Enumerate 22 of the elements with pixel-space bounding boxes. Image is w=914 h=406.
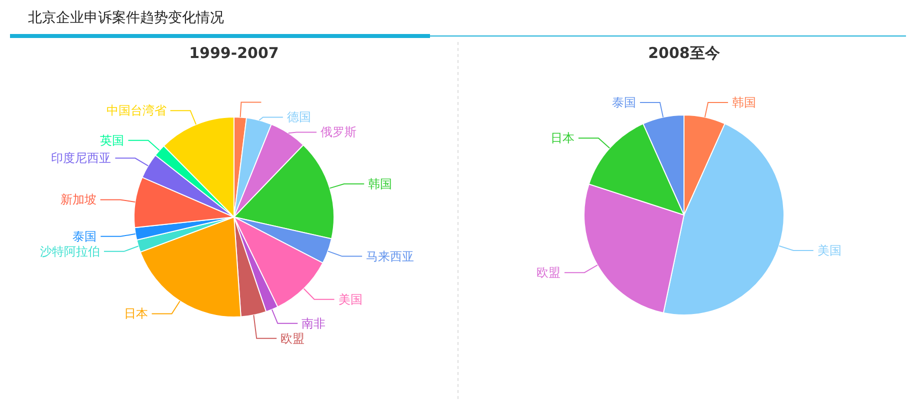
chart-title: 1999-2007 — [189, 44, 279, 62]
slice-label: 泰国 — [72, 229, 97, 244]
slice-label: 沙特阿拉伯 — [40, 244, 100, 258]
slice-label: 欧盟 — [536, 266, 560, 280]
slice-label: 印度尼西亚 — [51, 151, 112, 166]
slice-label: 中国台湾省 — [106, 104, 166, 118]
chart-title: 2008至今 — [648, 44, 721, 62]
slice-label: 美国 — [817, 244, 842, 258]
slice-label: 德国 — [286, 110, 311, 124]
slice-label: 新加坡 — [60, 192, 96, 207]
text: 北京企业申诉案件趋势变化情况 — [28, 9, 224, 26]
slice-label: 英国 — [100, 133, 124, 148]
slice-label: 日本 — [550, 131, 574, 146]
slice-label: 马来西亚 — [366, 249, 414, 264]
slice-label: 韩国 — [368, 176, 392, 191]
slice-label: 美国 — [338, 292, 362, 306]
slice-label: 泰国 — [612, 96, 636, 110]
slice-label: 日本 — [124, 306, 148, 321]
slice-label: 俄罗斯 — [320, 125, 357, 140]
slice-label: 南非 — [302, 316, 326, 330]
slice-label: 韩国 — [732, 96, 756, 110]
slice-label: 欧盟 — [280, 331, 305, 346]
